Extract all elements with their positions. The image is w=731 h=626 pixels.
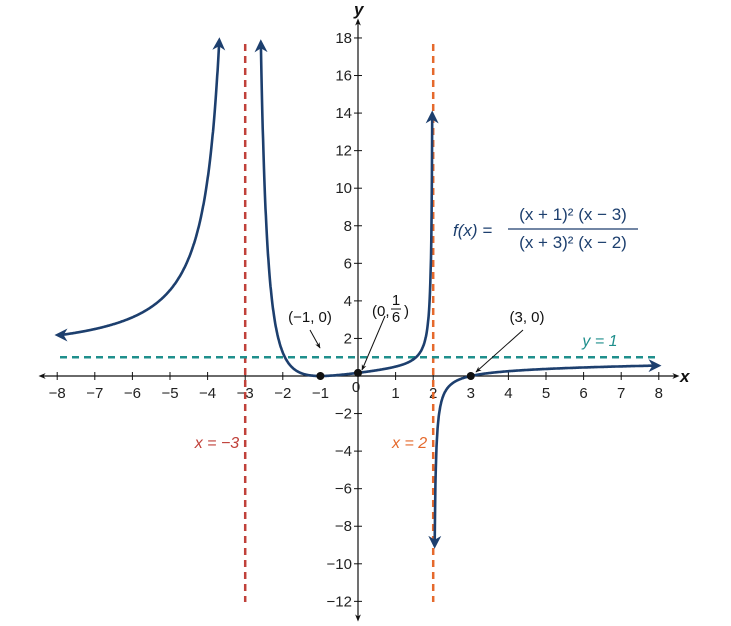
point-label-suffix: ) bbox=[404, 303, 409, 320]
x-tick-label: −2 bbox=[274, 385, 291, 402]
y-axis-label: y bbox=[353, 0, 365, 19]
x-tick-label: 7 bbox=[617, 385, 625, 402]
x-tick-label: −7 bbox=[86, 385, 103, 402]
y-tick-label: 6 bbox=[344, 255, 352, 272]
y-tick-label: 12 bbox=[335, 143, 352, 160]
x-tick-label: −5 bbox=[161, 385, 178, 402]
x-tick-label: 6 bbox=[579, 385, 587, 402]
x-tick-label: 4 bbox=[504, 385, 512, 402]
x-tick-label: 5 bbox=[542, 385, 550, 402]
y-tick-label: 2 bbox=[344, 330, 352, 347]
x-tick-label: 1 bbox=[391, 385, 399, 402]
point-pointer bbox=[475, 329, 524, 373]
x-tick-label: 3 bbox=[467, 385, 475, 402]
asymptotes: x = −3 x = 2 y = 1 bbox=[60, 44, 660, 602]
y-tick-label: −10 bbox=[327, 556, 352, 573]
point-pointer bbox=[361, 315, 386, 371]
x-tick-label: 8 bbox=[655, 385, 663, 402]
x-tick-label: −1 bbox=[312, 385, 329, 402]
y-tick-label: −6 bbox=[335, 481, 352, 498]
x-axis-label: x bbox=[679, 367, 691, 386]
y-tick-label: 4 bbox=[344, 293, 352, 310]
point-pointer bbox=[309, 329, 321, 349]
y-tick-label: −12 bbox=[327, 593, 352, 610]
point-marker bbox=[466, 372, 475, 380]
function-numerator: (x + 1)² (x − 3) bbox=[519, 205, 627, 224]
x-tick-label: −4 bbox=[199, 385, 216, 402]
point-label-numerator: 1 bbox=[392, 292, 400, 309]
y-tick-label: 10 bbox=[335, 180, 352, 197]
point-marker bbox=[354, 368, 362, 377]
curve-branch bbox=[54, 37, 226, 342]
y-tick-label: −4 bbox=[335, 443, 352, 460]
origin-label: 0 bbox=[352, 379, 360, 396]
asymptote-label: y = 1 bbox=[581, 333, 617, 350]
y-tick-label: 16 bbox=[335, 68, 352, 85]
points: (−1, 0) (3, 0) (0,16) bbox=[288, 292, 545, 380]
point-label-prefix: (0, bbox=[372, 303, 390, 320]
point-marker bbox=[316, 372, 325, 380]
y-tick-label: −2 bbox=[335, 406, 352, 423]
y-tick-label: 18 bbox=[335, 30, 352, 47]
y-tick-label: 8 bbox=[344, 218, 352, 235]
y-tick-label: −8 bbox=[335, 518, 352, 535]
asymptote-label: x = 2 bbox=[391, 435, 427, 452]
point-label: (3, 0) bbox=[509, 309, 544, 326]
curve-branch bbox=[254, 39, 439, 378]
axes: xy−8−7−6−5−4−3−2−11234567818161412108642… bbox=[38, 0, 691, 622]
point-label-denominator: 6 bbox=[392, 309, 400, 326]
function-label: f(x) = (x + 1)² (x − 3) (x + 3)² (x − 2) bbox=[453, 205, 638, 252]
y-tick-label: 14 bbox=[335, 105, 352, 122]
function-denominator: (x + 3)² (x − 2) bbox=[519, 233, 627, 252]
asymptote-label: x = −3 bbox=[194, 435, 240, 452]
x-tick-label: −8 bbox=[49, 385, 66, 402]
x-tick-label: −6 bbox=[124, 385, 141, 402]
point-label: (−1, 0) bbox=[288, 309, 332, 326]
function-lhs: f(x) = bbox=[453, 221, 492, 240]
